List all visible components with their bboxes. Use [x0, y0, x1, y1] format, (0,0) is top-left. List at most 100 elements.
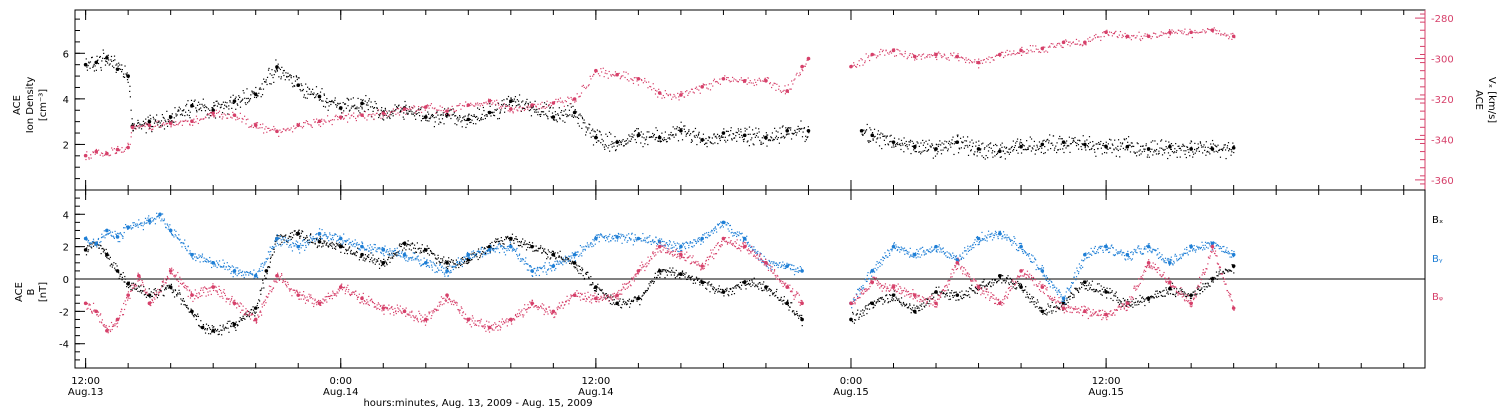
- bx-series-sample: [93, 242, 95, 244]
- bx-series-sample: [253, 311, 255, 313]
- bx-series-sample: [725, 290, 727, 292]
- by-series-sample: [118, 233, 120, 235]
- density-series-point: [551, 115, 556, 119]
- density-series-sample: [500, 109, 502, 111]
- velocity-series-sample: [1121, 36, 1123, 39]
- bx-series-sample: [299, 236, 301, 238]
- bx-series-sample: [940, 291, 943, 293]
- bx-series-sample: [503, 239, 506, 241]
- bx-series-sample: [674, 272, 676, 274]
- velocity-series-sample: [357, 116, 359, 118]
- bx-series-sample: [911, 309, 913, 311]
- bx-series-sample: [625, 302, 627, 304]
- bx-series-sample: [235, 329, 237, 332]
- velocity-series-sample: [498, 104, 500, 106]
- density-series-sample: [808, 132, 810, 134]
- density-series-sample: [1175, 151, 1177, 153]
- by-series-sample: [107, 233, 109, 235]
- bx-series-sample: [537, 250, 539, 252]
- velocity-series-sample: [575, 100, 577, 102]
- density-series-sample: [263, 78, 265, 80]
- velocity-series-sample: [170, 125, 172, 127]
- by-series-sample: [132, 224, 135, 226]
- bx-series-sample: [865, 304, 867, 307]
- bx-series-sample: [1123, 303, 1125, 305]
- density-series-sample: [318, 95, 320, 97]
- bx-series-sample: [439, 261, 442, 264]
- bx-series-sample: [762, 289, 764, 292]
- velocity-series-sample: [965, 57, 967, 59]
- density-series-sample: [917, 142, 919, 144]
- density-series-sample: [352, 97, 354, 99]
- density-series-sample: [683, 128, 685, 130]
- velocity-series-sample: [712, 80, 715, 82]
- bx-series-sample: [644, 290, 646, 292]
- velocity-series-sample: [1068, 41, 1070, 43]
- density-series-sample: [158, 120, 160, 122]
- velocity-series-sample: [548, 104, 550, 106]
- density-series-sample: [135, 124, 138, 127]
- density-series-sample: [305, 83, 307, 85]
- velocity-series-sample: [894, 55, 896, 57]
- density-series-sample: [574, 110, 576, 112]
- bx-series-sample: [782, 303, 784, 305]
- velocity-series-sample: [447, 108, 450, 110]
- bx-series-sample: [214, 328, 217, 330]
- velocity-series-sample: [627, 73, 629, 75]
- density-series-point: [615, 140, 619, 144]
- velocity-series-sample: [909, 53, 911, 55]
- bx-series-sample: [1040, 306, 1042, 309]
- density-series-sample: [1165, 140, 1167, 142]
- density-series-sample: [592, 144, 595, 146]
- bx-series-sample: [904, 304, 907, 306]
- bx-series-sample: [1107, 292, 1109, 294]
- bx-series-sample: [202, 327, 204, 329]
- density-series-sample: [193, 105, 195, 107]
- velocity-series-sample: [1144, 33, 1146, 35]
- density-series-sample: [484, 117, 487, 120]
- velocity-series-sample: [1168, 29, 1171, 31]
- density-tick-label: 2: [63, 140, 69, 151]
- density-series-sample: [1036, 146, 1039, 148]
- velocity-series-sample: [1094, 37, 1097, 39]
- density-series-sample: [1107, 148, 1109, 150]
- bx-series-sample: [300, 232, 302, 234]
- velocity-series-sample: [345, 115, 348, 117]
- density-series-sample: [970, 150, 972, 152]
- density-series-sample: [300, 90, 302, 92]
- velocity-series-sample: [1228, 38, 1230, 40]
- bx-series-sample: [232, 325, 234, 327]
- density-series-sample: [913, 149, 915, 151]
- velocity-series-sample: [680, 91, 682, 93]
- density-series-sample: [476, 118, 479, 121]
- density-series-sample: [1159, 147, 1161, 149]
- bx-series-sample: [212, 327, 214, 329]
- density-series-sample: [156, 114, 158, 116]
- bx-series-sample: [617, 304, 619, 306]
- density-series-sample: [781, 126, 784, 128]
- bx-series-sample: [295, 232, 298, 234]
- bx-series-sample: [481, 246, 483, 248]
- bx-series-sample: [1197, 288, 1200, 290]
- bx-series-sample: [417, 248, 420, 250]
- density-series-sample: [1094, 151, 1096, 153]
- density-series-sample: [435, 116, 437, 118]
- bx-series-sample: [229, 320, 231, 322]
- velocity-series-sample: [109, 154, 112, 156]
- density-series-sample: [226, 106, 228, 108]
- bx-series-sample: [455, 259, 458, 261]
- bx-series-sample: [882, 303, 884, 305]
- velocity-series-sample: [1082, 44, 1084, 46]
- density-series-sample: [469, 118, 472, 121]
- bx-series-sample: [454, 263, 456, 265]
- density-series-sample: [165, 121, 167, 123]
- bx-series-sample: [148, 295, 151, 297]
- bx-series-sample: [1199, 289, 1202, 291]
- velocity-series-sample: [762, 80, 764, 82]
- density-series-sample: [1131, 142, 1133, 144]
- bx-series-sample: [1073, 294, 1075, 296]
- density-series-sample: [297, 77, 299, 79]
- density-series-sample: [561, 114, 563, 116]
- bx-series-sample: [259, 289, 261, 292]
- density-series-sample: [612, 143, 614, 145]
